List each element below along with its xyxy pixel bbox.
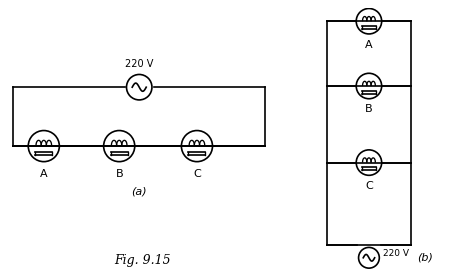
Text: A: A — [365, 40, 373, 50]
Text: 220 V: 220 V — [383, 249, 409, 258]
Text: B: B — [115, 169, 123, 179]
Text: A: A — [40, 169, 47, 179]
Circle shape — [28, 131, 59, 162]
Text: B: B — [365, 104, 373, 114]
Circle shape — [356, 73, 382, 99]
Text: C: C — [365, 181, 373, 191]
Circle shape — [358, 247, 379, 268]
Text: (b): (b) — [417, 253, 433, 263]
Circle shape — [182, 131, 212, 162]
Text: 220 V: 220 V — [125, 59, 154, 69]
Text: C: C — [193, 169, 201, 179]
Circle shape — [356, 8, 382, 34]
Circle shape — [104, 131, 135, 162]
Circle shape — [356, 150, 382, 175]
Circle shape — [127, 74, 152, 100]
Text: (a): (a) — [131, 186, 147, 196]
Text: Fig. 9.15: Fig. 9.15 — [114, 254, 171, 267]
